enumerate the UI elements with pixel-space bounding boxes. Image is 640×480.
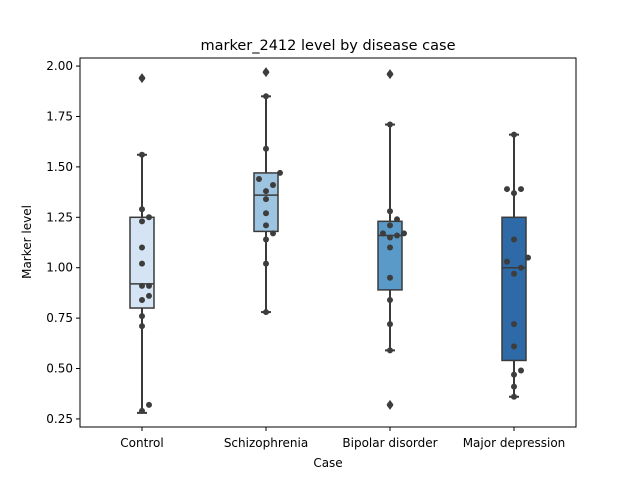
data-point <box>401 230 407 237</box>
data-point <box>525 254 531 261</box>
iqr-box <box>501 216 527 362</box>
y-tick-label: 1.50 <box>46 160 73 174</box>
data-point <box>139 218 145 225</box>
data-point <box>387 244 393 251</box>
data-point <box>511 131 517 138</box>
data-point <box>387 347 393 354</box>
data-point <box>387 71 393 78</box>
data-point <box>518 186 524 193</box>
data-point <box>139 244 145 251</box>
data-point <box>146 214 152 221</box>
data-point <box>518 264 524 271</box>
data-point <box>139 260 145 267</box>
box-group <box>129 73 155 414</box>
data-point <box>511 236 517 243</box>
x-axis: Control Schizophrenia Bipolar disorder Majo… <box>120 427 565 450</box>
data-point <box>139 313 145 320</box>
data-point <box>511 383 517 390</box>
data-point <box>270 182 276 189</box>
data-point <box>263 93 269 100</box>
data-point <box>146 292 152 299</box>
chart-title: marker_2412 level by disease case <box>201 38 456 54</box>
box-group <box>253 67 283 316</box>
data-point <box>263 145 269 152</box>
data-point <box>256 175 262 182</box>
box-group <box>501 131 531 400</box>
data-point <box>263 188 269 195</box>
data-point <box>263 236 269 243</box>
y-tick-label: 0.25 <box>46 412 73 426</box>
data-point <box>518 367 524 374</box>
data-point <box>139 206 145 213</box>
data-point <box>511 190 517 197</box>
x-tick-label: Major depression <box>463 436 566 450</box>
y-tick-label: 0.50 <box>46 362 73 376</box>
y-tick-label: 1.00 <box>46 261 73 275</box>
box-group <box>377 69 407 410</box>
data-point <box>263 210 269 217</box>
y-tick-label: 1.25 <box>46 210 73 224</box>
x-axis-label: Case <box>313 456 342 470</box>
data-point <box>270 230 276 237</box>
data-point <box>387 208 393 215</box>
data-point <box>394 232 400 239</box>
data-point <box>387 222 393 229</box>
data-point <box>387 121 393 128</box>
data-point <box>504 258 510 265</box>
data-point <box>263 69 269 76</box>
data-point <box>511 343 517 350</box>
data-point <box>146 401 152 408</box>
data-point <box>387 321 393 328</box>
data-point <box>139 323 145 330</box>
y-tick-label: 0.75 <box>46 311 73 325</box>
data-point <box>511 321 517 328</box>
data-point <box>387 401 393 408</box>
x-tick-label: Control <box>120 436 163 450</box>
data-point <box>146 282 152 289</box>
data-point <box>511 371 517 378</box>
plot-area-frame <box>79 57 577 428</box>
data-point <box>511 270 517 277</box>
data-point <box>511 393 517 400</box>
data-point <box>263 309 269 316</box>
y-tick-label: 1.75 <box>46 109 73 123</box>
x-tick-label: Schizophrenia <box>224 436 308 450</box>
data-point <box>139 296 145 303</box>
y-axis: 0.25 0.50 0.75 1.00 1.25 1.50 1.75 2.00 <box>46 59 80 426</box>
box-series <box>129 67 531 414</box>
data-point <box>387 234 393 241</box>
data-point <box>387 274 393 281</box>
data-point <box>139 151 145 158</box>
x-tick-label: Bipolar disorder <box>342 436 437 450</box>
y-tick-label: 2.00 <box>46 59 73 73</box>
data-point <box>387 296 393 303</box>
data-point <box>263 222 269 229</box>
data-point <box>139 75 145 82</box>
data-point <box>263 196 269 203</box>
data-point <box>504 186 510 193</box>
data-point <box>394 216 400 223</box>
y-axis-label: Marker level <box>20 205 34 279</box>
data-point <box>277 169 283 176</box>
data-point <box>263 260 269 267</box>
data-point <box>139 407 145 414</box>
data-point <box>139 282 145 289</box>
data-point <box>380 230 386 237</box>
